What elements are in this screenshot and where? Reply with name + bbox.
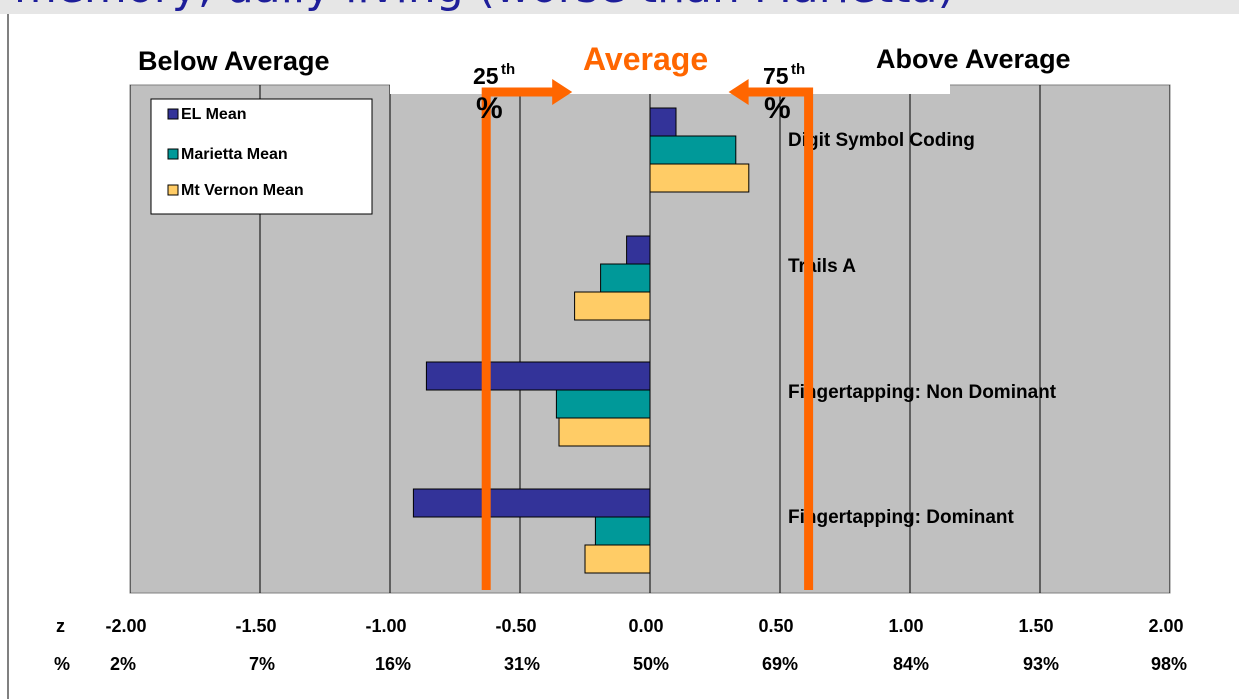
- legend: EL Mean Marietta Mean Mt Vernon Mean: [150, 98, 373, 215]
- x-tick-label: -1.50: [235, 616, 276, 636]
- bar: [412, 488, 651, 518]
- x-tick-label: -1.00: [365, 616, 406, 636]
- bar: [574, 291, 651, 321]
- bar: [584, 544, 651, 574]
- category-label: Digit Symbol Coding: [788, 130, 975, 151]
- bar: [425, 361, 651, 391]
- x-tick-label: 0.50: [758, 616, 793, 636]
- percentile-tick-label: 31%: [504, 654, 540, 674]
- legend-swatch: [167, 108, 179, 120]
- p25-bracket-line: [481, 87, 559, 590]
- p75-arrowhead: [728, 79, 749, 105]
- percentile-tick-label: 98%: [1151, 654, 1187, 674]
- percentile-tick-label: 7%: [249, 654, 275, 674]
- legend-label: Mt Vernon Mean: [181, 182, 304, 199]
- x-tick-label: -2.00: [105, 616, 146, 636]
- x-tick-label: 1.50: [1018, 616, 1053, 636]
- percentile-tick-label: 93%: [1023, 654, 1059, 674]
- slide-title: memory, daily living (worse than Mariett…: [14, 0, 955, 10]
- p75-percent: %: [764, 92, 791, 125]
- p75-bracket-line: [742, 87, 814, 590]
- bar: [555, 389, 651, 419]
- bar: [649, 135, 737, 165]
- percentile-tick-label: 16%: [375, 654, 411, 674]
- top-band: [0, 0, 1239, 14]
- pct-row-label: %: [54, 654, 70, 674]
- legend-label: EL Mean: [181, 106, 247, 123]
- category-label: Fingertapping: Non Dominant: [788, 382, 1057, 403]
- p25-arrowhead: [552, 79, 573, 105]
- bar: [626, 235, 651, 265]
- bar: [558, 417, 651, 447]
- legend-label: Marietta Mean: [181, 146, 288, 163]
- p75-suffix: th: [791, 61, 805, 78]
- bar: [649, 107, 677, 137]
- category-label: Trails A: [788, 256, 856, 277]
- x-tick-label: 2.00: [1148, 616, 1183, 636]
- bar: [600, 263, 651, 293]
- legend-swatch: [167, 148, 179, 160]
- below-average-label: Below Average: [138, 46, 330, 76]
- percentile-tick-labels: 2% 7% 16% 31% 50% 69% 84% 93% 98%: [110, 654, 1187, 674]
- p25-number: 25: [473, 63, 499, 89]
- percentile-tick-label: 2%: [110, 654, 136, 674]
- percentile-tick-label: 50%: [633, 654, 669, 674]
- legend-box: [150, 98, 373, 215]
- left-border: [7, 14, 9, 699]
- p75-number: 75: [763, 63, 789, 89]
- x-tick-labels: -2.00 -1.50 -1.00 -0.50 0.00 0.50 1.00 1.50 2.00: [105, 616, 1183, 636]
- p25-percent: %: [476, 92, 503, 125]
- average-label: Average: [583, 41, 708, 77]
- legend-swatch: [167, 184, 179, 196]
- bar: [594, 516, 651, 546]
- percentile-tick-label: 84%: [893, 654, 929, 674]
- p25-suffix: th: [501, 61, 515, 78]
- x-tick-label: -0.50: [495, 616, 536, 636]
- z-row-label: z: [56, 616, 65, 636]
- category-label: Fingertapping: Dominant: [788, 507, 1015, 528]
- x-tick-label: 1.00: [888, 616, 923, 636]
- x-tick-label: 0.00: [628, 616, 663, 636]
- bar: [649, 163, 750, 193]
- percentile-tick-label: 69%: [762, 654, 798, 674]
- above-average-label: Above Average: [876, 44, 1071, 74]
